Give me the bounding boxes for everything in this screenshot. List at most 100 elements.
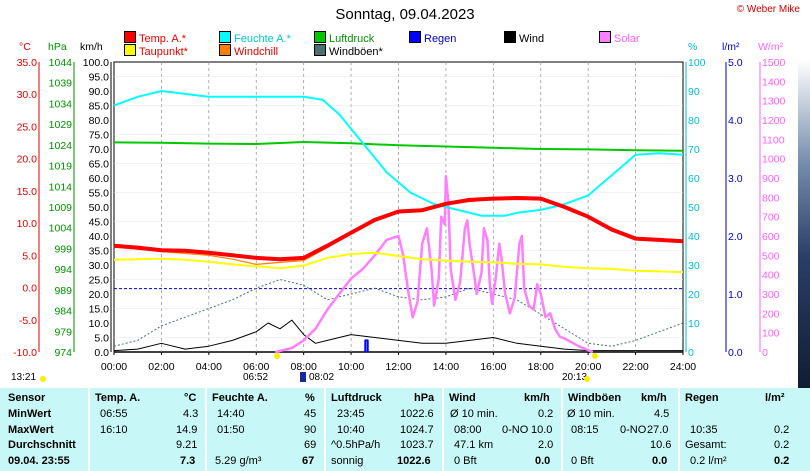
legend-item-dewpoint[interactable]: Taupunkt*	[124, 44, 188, 58]
hpa-tick-label: 979	[54, 326, 72, 338]
legend-item-wind[interactable]: Wind	[504, 31, 544, 45]
legend-item-solar[interactable]: Solar	[599, 31, 640, 45]
kmh-tick-label: 55.0	[89, 188, 110, 200]
percent-tick-label: 40	[688, 231, 700, 243]
x-tick-label: 22:00	[622, 361, 648, 373]
hpa-tick-label: 1009	[49, 202, 73, 214]
x-tick-label: 06:00	[243, 361, 269, 373]
x-tick-label: 00:00	[101, 361, 127, 373]
x-tick-label: 20:00	[575, 361, 601, 373]
avg-gust: 10.6	[650, 439, 672, 451]
column-separator	[88, 388, 90, 471]
max-temp: 14.9	[176, 424, 198, 436]
header-wind-unit: km/h	[524, 392, 550, 404]
column-separator	[442, 388, 444, 471]
max-gust-time: 08:15	[571, 424, 599, 436]
avg-wind-label: 47.1 km	[454, 439, 494, 451]
min-gust: 4.5	[654, 408, 670, 420]
celsius-tick-label: -10.0	[13, 347, 37, 359]
celsius-tick-label: 10.0	[17, 218, 38, 230]
avg-wind: 2.0	[538, 439, 554, 451]
cur-wind-label: 0 Bft	[454, 455, 477, 467]
kmh-tick-label: 50.0	[89, 202, 110, 214]
sunrise-label: 06:52	[243, 372, 269, 383]
solar-tick-label: 700	[762, 212, 780, 224]
cur-press-label: sonnig	[331, 455, 364, 467]
x-tick-label: 16:00	[480, 361, 506, 373]
flag-icon	[300, 372, 306, 382]
sunset-icon	[592, 353, 598, 359]
avg-hum: 69	[304, 439, 317, 451]
legend-label: Feuchte A.*	[234, 33, 291, 45]
hpa-tick-label: 1029	[49, 119, 73, 131]
x-tick-label: 18:00	[528, 361, 554, 373]
kmh-tick-label: 45.0	[89, 217, 110, 229]
header-humidity: Feuchte A.	[212, 392, 268, 404]
header-rain-unit: l/m²	[765, 392, 785, 404]
hpa-tick-label: 1024	[49, 140, 73, 152]
header-temp: Temp. A.	[95, 392, 141, 404]
legend-swatch	[314, 31, 326, 43]
solar-tick-label: 1000	[762, 154, 786, 166]
cur-gust-label: 0 Bft	[571, 455, 594, 467]
hpa-tick-label: 1014	[49, 181, 73, 193]
stats-table: Sensor Temp. A. °C Feuchte A. % Luftdruc…	[0, 388, 810, 471]
legend-item-pressure[interactable]: Luftdruck	[314, 31, 374, 45]
legend-swatch	[219, 44, 231, 56]
legend-item-rain[interactable]: Regen	[409, 31, 456, 45]
max-gust: 27.0	[647, 424, 669, 436]
hpa-tick-label: 984	[54, 306, 72, 318]
column-separator	[678, 388, 680, 471]
legend-item-gusts[interactable]: Windböen*	[314, 44, 383, 58]
solar-tick-label: 200	[762, 308, 780, 320]
solar-tick-label: 900	[762, 173, 780, 185]
column-separator	[561, 388, 563, 471]
kmh-tick-label: 40.0	[89, 231, 110, 243]
hpa-tick-label: 974	[54, 347, 72, 359]
solar-tick-label: 1200	[762, 115, 786, 127]
legend-swatch	[124, 44, 136, 56]
legend-swatch	[599, 31, 611, 43]
percent-tick-label: 0	[688, 347, 694, 359]
celsius-tick-label: 20.0	[17, 154, 38, 166]
series-line-tempa	[113, 196, 684, 262]
hpa-tick-label: 1039	[49, 78, 73, 90]
max-wind: 10.0	[531, 424, 553, 436]
kmh-tick-label: 75.0	[89, 130, 110, 142]
rain-tick-label: 1.0	[728, 289, 743, 301]
rain-tick-label: 0.0	[728, 347, 743, 359]
min-temp-time: 06:55	[100, 408, 128, 420]
solar-tick-label: 1400	[762, 76, 786, 88]
header-sensor: Sensor	[8, 392, 46, 404]
legend-label: Windböen*	[329, 46, 383, 58]
cur-press: 1022.6	[397, 455, 431, 467]
kmh-unit-label: km/h	[80, 41, 103, 53]
percent-tick-label: 80	[688, 115, 700, 127]
legend-swatch	[504, 31, 516, 43]
legend-label: Luftdruck	[329, 33, 375, 45]
x-tick-label: 08:00	[291, 361, 317, 373]
solar-tick-label: 600	[762, 231, 780, 243]
min-hum-time: 14:40	[217, 408, 245, 420]
series-layer	[113, 90, 684, 354]
max-wind-time: 08:00	[454, 424, 482, 436]
min-gust-label: Ø 10 min.	[567, 408, 615, 420]
rain-tick-label: 3.0	[728, 173, 743, 185]
legend-item-windchill[interactable]: Windchill	[219, 44, 278, 58]
percent-tick-label: 30	[688, 260, 700, 272]
series-line-wind	[113, 319, 683, 352]
avg-press-label: ^0.5hPa/h	[331, 439, 381, 451]
solar-unit-label: W/m²	[758, 41, 784, 53]
kmh-tick-label: 35.0	[89, 246, 110, 258]
kmh-tick-label: 15.0	[89, 304, 110, 316]
legend-item-temp[interactable]: Temp. A.*	[124, 31, 186, 45]
max-hum: 90	[304, 424, 317, 436]
series-line-feuchtea	[113, 90, 684, 217]
max-rain: 0.2	[774, 424, 790, 436]
header-pressure-unit: hPa	[414, 392, 435, 404]
legend-label: Wind	[519, 33, 545, 45]
x-tick-label: 02:00	[148, 361, 174, 373]
x-tick-label: 14:00	[433, 361, 459, 373]
column-separator	[324, 388, 326, 471]
legend-item-humidity[interactable]: Feuchte A.*	[219, 31, 291, 45]
